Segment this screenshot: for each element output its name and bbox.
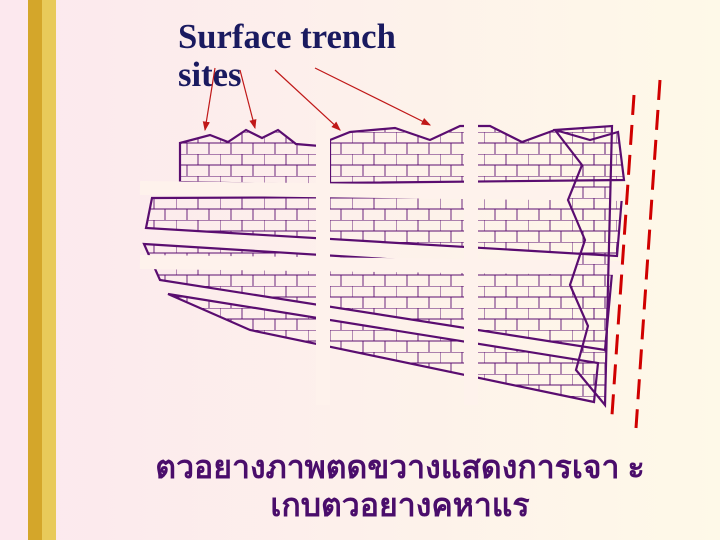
- caption-text: ตวอยางภาพตดขวางแสดงการเจา ะเกบตวอยางคหาแ…: [150, 448, 650, 525]
- fault-line: [636, 80, 660, 428]
- trench-arrow: [205, 68, 215, 130]
- layer1: [180, 130, 320, 185]
- trench-arrow: [315, 68, 430, 125]
- trench-arrow: [275, 70, 340, 130]
- horizontal-gap: [140, 188, 625, 194]
- horizontal-gap: [140, 262, 625, 268]
- trench-arrow: [240, 70, 255, 128]
- layer3: [146, 196, 622, 256]
